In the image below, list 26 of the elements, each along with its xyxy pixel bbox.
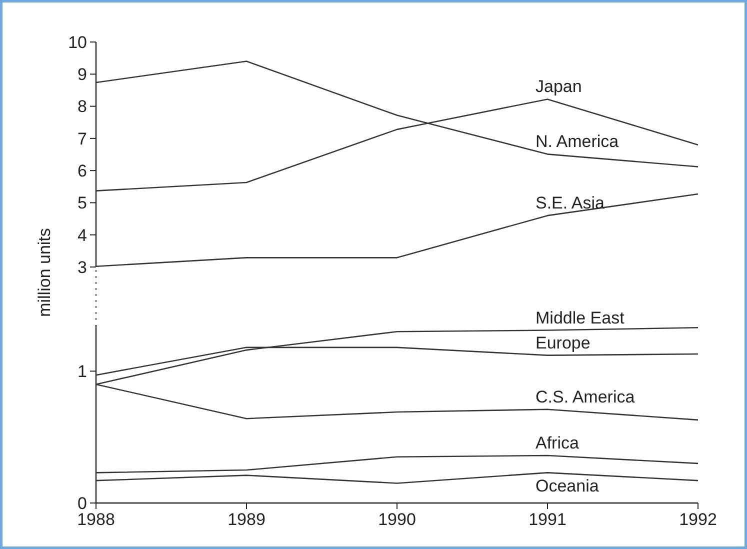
- y-tick-label: 9: [78, 65, 87, 84]
- series-label: C.S. America: [536, 387, 636, 406]
- series-label: N. America: [536, 132, 620, 152]
- x-tick-label: 1991: [528, 510, 566, 529]
- y-tick-label: 1: [78, 362, 87, 382]
- y-tick-label: 6: [78, 162, 87, 181]
- y-tick-label: 5: [78, 194, 87, 213]
- series-label: Africa: [536, 434, 580, 453]
- series-label: Japan: [536, 77, 582, 96]
- y-tick-label: 0: [78, 494, 87, 513]
- y-tick-label: 4: [78, 226, 87, 245]
- y-axis-title: million units: [35, 228, 54, 317]
- y-tick-label: 7: [78, 129, 87, 148]
- series-label: Oceania: [536, 476, 600, 496]
- x-tick-label: 1990: [378, 510, 416, 529]
- line-series: [95, 454, 699, 474]
- line-series: [95, 193, 699, 268]
- y-tick-label: 10: [68, 32, 87, 52]
- x-tick-label: 1992: [679, 510, 717, 529]
- series-label: Middle East: [536, 308, 625, 328]
- y-tick-label: 8: [78, 97, 87, 116]
- series-label: S.E. Asia: [536, 194, 606, 213]
- x-tick-label: 1988: [77, 510, 115, 529]
- series-label: Europe: [536, 333, 590, 352]
- x-tick-label: 1989: [228, 510, 266, 529]
- y-tick-label: 3: [78, 258, 87, 277]
